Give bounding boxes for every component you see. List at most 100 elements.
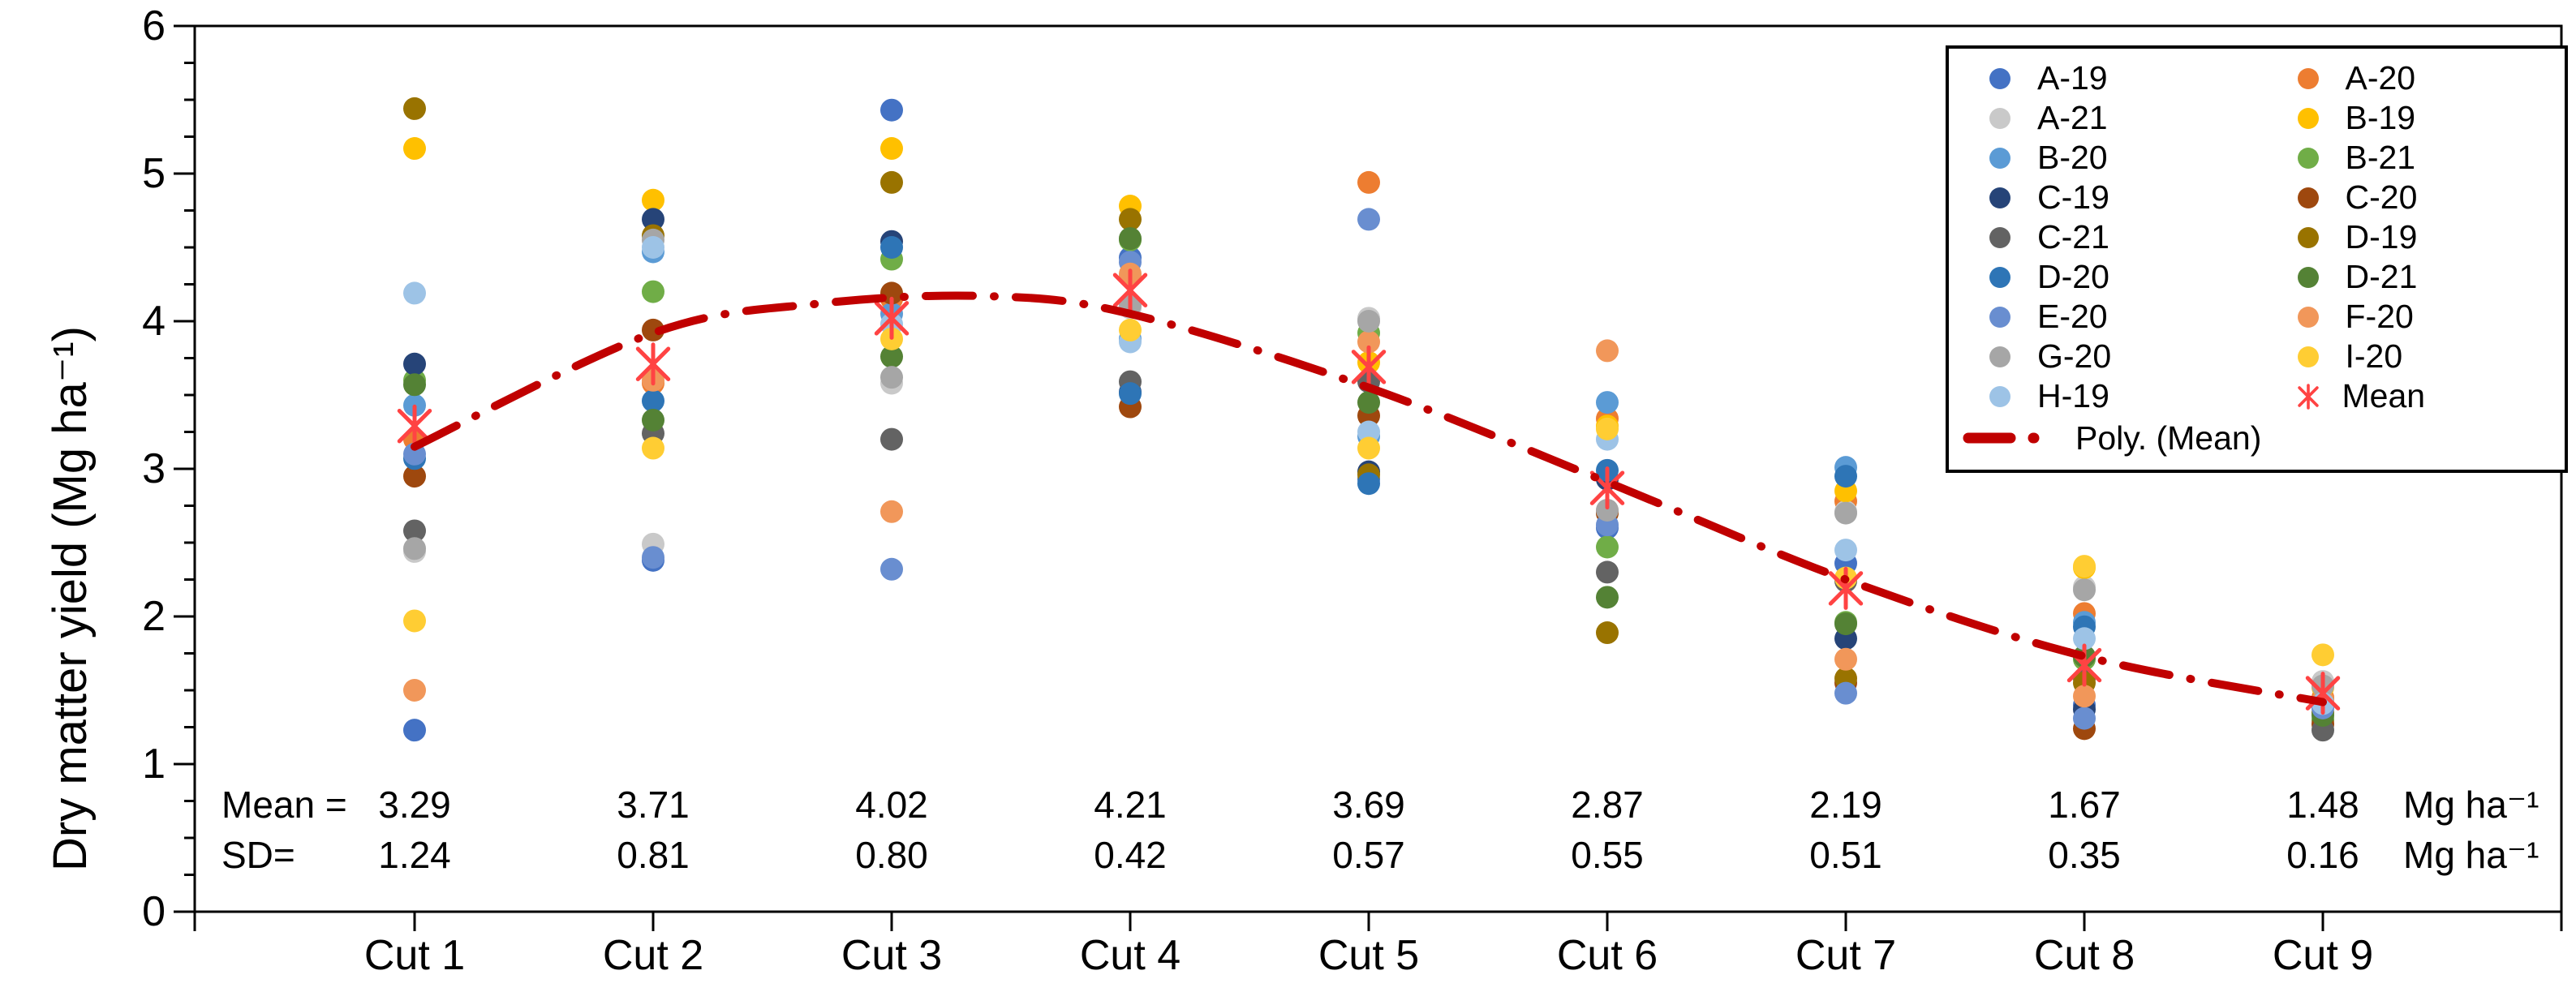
series-dot-icon <box>1989 226 2010 248</box>
legend-item-D-20: D-20 <box>1949 257 2257 297</box>
stat-value: 0.16 <box>2286 834 2359 876</box>
legend-label: B-19 <box>2345 99 2416 136</box>
legend-label: C-20 <box>2345 178 2418 216</box>
legend-label: A-20 <box>2345 59 2416 97</box>
y-tick-label: 2 <box>142 593 166 640</box>
data-point-B-19 <box>880 137 903 161</box>
data-point-G-20 <box>1357 310 1380 333</box>
data-point-D-21 <box>1357 391 1380 414</box>
x-tick-label: Cut 4 <box>1079 932 1181 979</box>
mean-marker <box>397 404 432 448</box>
stat-value: 0.81 <box>617 834 690 876</box>
series-dot-icon <box>1989 346 2010 367</box>
legend-label: C-19 <box>2037 178 2109 216</box>
data-point-E-20 <box>880 557 903 581</box>
mean-marker <box>635 342 671 386</box>
stat-value: 1.24 <box>378 834 451 876</box>
legend-item-F-20: F-20 <box>2257 297 2565 337</box>
data-point-F-20 <box>1596 339 1619 363</box>
x-tick-label: Cut 8 <box>2033 932 2135 979</box>
legend-item-C-20: C-20 <box>2257 178 2565 217</box>
stat-value: 2.19 <box>1809 784 1882 826</box>
data-point-D-21 <box>403 373 426 397</box>
legend-item-A-19: A-19 <box>1949 58 2257 98</box>
stat-value: 1.48 <box>2286 784 2359 826</box>
series-dot-icon <box>2297 226 2319 248</box>
y-tick-label: 1 <box>142 741 166 788</box>
stat-value: 0.42 <box>1094 834 1167 876</box>
data-point-I-20 <box>403 609 426 633</box>
data-point-B-21 <box>1596 535 1619 559</box>
x-tick-label: Cut 9 <box>2272 932 2374 979</box>
data-point-G-20 <box>1834 501 1857 525</box>
data-point-F-20 <box>1357 330 1380 354</box>
data-point-D-21 <box>642 408 664 432</box>
data-point-B-19 <box>642 188 664 212</box>
data-point-B-21 <box>642 280 664 303</box>
data-point-A-19 <box>403 719 426 742</box>
series-dot-icon <box>1989 385 2010 407</box>
series-dot-icon <box>2297 187 2319 208</box>
mean-row-label: Mean = <box>221 784 347 826</box>
legend-label: A-21 <box>2037 99 2108 136</box>
data-point-D-19 <box>403 97 426 120</box>
legend-item-G-20: G-20 <box>1949 337 2257 376</box>
legend-label: H-19 <box>2037 377 2109 414</box>
legend-label: G-20 <box>2037 337 2112 375</box>
data-point-A-20 <box>1357 170 1380 194</box>
legend-item-I-20: I-20 <box>2257 337 2565 376</box>
legend-item-B-21: B-21 <box>2257 138 2565 178</box>
stat-value: 4.02 <box>855 784 928 826</box>
legend-item-D-19: D-19 <box>2257 217 2565 257</box>
data-point-I-20 <box>642 436 664 460</box>
data-point-E-20 <box>642 546 664 569</box>
series-dot-icon <box>2297 147 2319 169</box>
data-point-D-20 <box>1357 472 1380 496</box>
data-point-H-19 <box>1357 420 1380 444</box>
legend-item-poly-mean: Poly. (Mean) <box>1949 416 2565 460</box>
data-point-E-20 <box>2073 706 2096 730</box>
data-point-A-19 <box>880 98 903 122</box>
y-tick-label: 3 <box>142 445 166 492</box>
legend-label: D-20 <box>2037 258 2109 295</box>
legend-item-D-21: D-21 <box>2257 257 2565 297</box>
series-dot-icon <box>1989 147 2010 169</box>
data-point-F-20 <box>2073 685 2096 708</box>
series-dot-icon <box>1989 187 2010 208</box>
legend-box: A-19 A-20 A-21 B-19 B-20 B-21 C-19 C-20 C-21 D-19… <box>1946 45 2568 473</box>
data-point-C-20 <box>642 318 664 341</box>
series-dot-icon <box>2297 266 2319 288</box>
data-point-G-20 <box>880 366 903 389</box>
data-point-D-19 <box>1119 208 1142 231</box>
data-point-D-19 <box>1596 621 1619 645</box>
legend-label: Mean <box>2342 377 2426 414</box>
data-point-I-20 <box>1119 318 1142 341</box>
data-point-C-19 <box>403 352 426 376</box>
series-dot-icon <box>2297 306 2319 328</box>
data-point-I-20 <box>1596 417 1619 440</box>
data-point-H-19 <box>642 236 664 259</box>
data-point-C-19 <box>642 208 664 231</box>
series-dot-icon <box>2297 107 2319 129</box>
data-point-E-20 <box>1357 208 1380 231</box>
y-tick-label: 0 <box>142 888 166 935</box>
stat-value: 0.57 <box>1332 834 1405 876</box>
data-point-G-20 <box>2073 578 2096 602</box>
legend-item-E-20: E-20 <box>1949 297 2257 337</box>
legend-item-Mean: Mean <box>2257 376 2565 416</box>
legend-label: Poly. (Mean) <box>2075 419 2262 457</box>
y-tick-label: 6 <box>142 2 166 49</box>
dash-dot-line-icon <box>1963 432 2058 444</box>
legend-label: A-19 <box>2037 59 2108 97</box>
data-point-D-20 <box>880 236 903 259</box>
data-point-G-20 <box>403 537 426 560</box>
data-point-B-20 <box>1596 391 1619 414</box>
x-tick-label: Cut 2 <box>602 932 704 979</box>
legend-label: D-21 <box>2345 258 2418 295</box>
legend-item-C-21: C-21 <box>1949 217 2257 257</box>
stat-value: 0.35 <box>2048 834 2121 876</box>
series-dot-icon <box>2297 67 2319 89</box>
stat-value: 3.71 <box>617 784 690 826</box>
